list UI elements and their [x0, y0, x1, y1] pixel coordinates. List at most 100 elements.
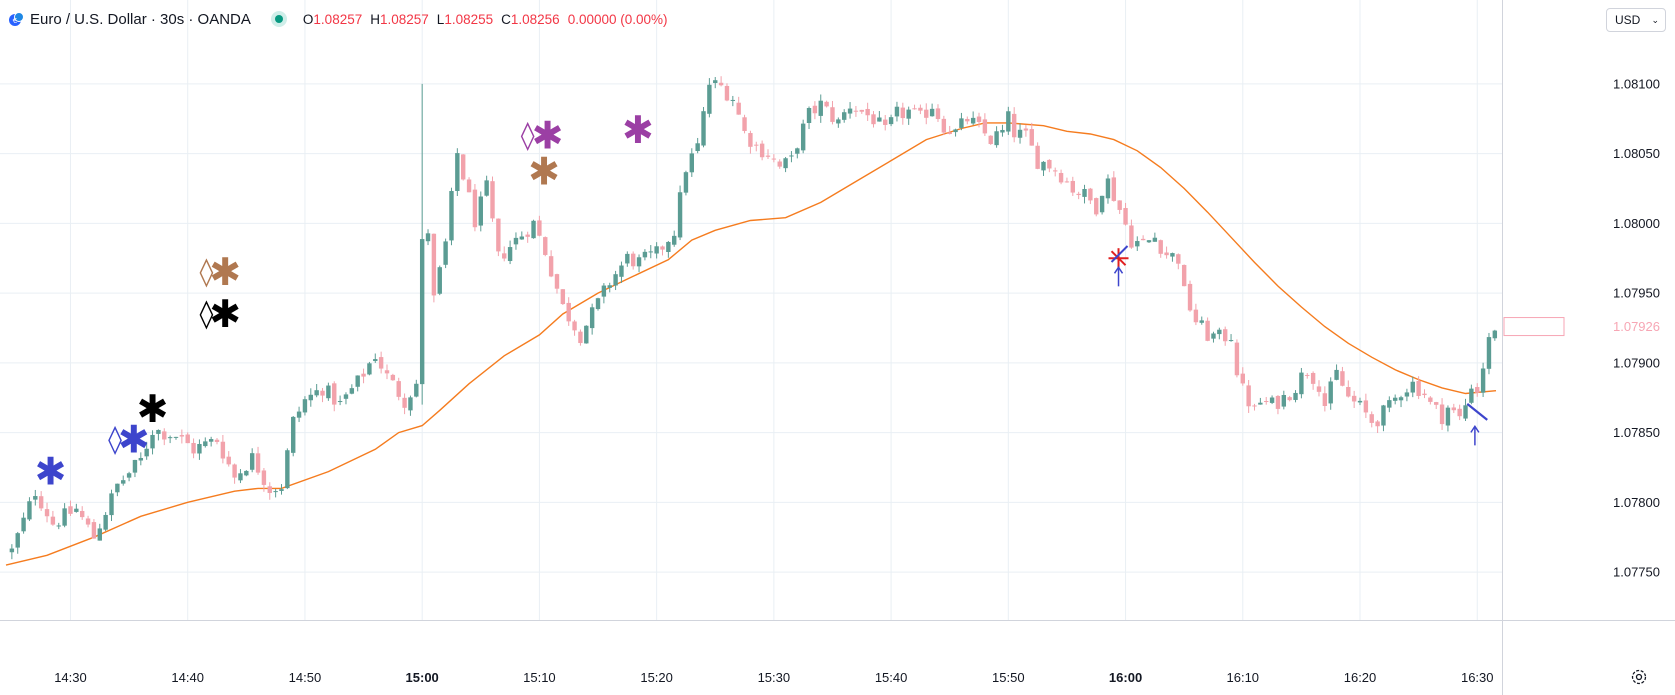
candle-body-up: [373, 359, 378, 362]
asterisk-marker: ✱: [209, 250, 241, 294]
candle-body-up: [1006, 111, 1011, 132]
candle-body-down: [255, 453, 261, 473]
candle-body-down: [1305, 374, 1310, 376]
symbol-legend: € Euro / U.S. Dollar · 30s · OANDA O1.08…: [8, 8, 668, 30]
candle-body-up: [9, 548, 15, 553]
time-tick-label: 15:10: [523, 670, 556, 685]
candle-body-up: [1357, 400, 1363, 403]
time-tick-label: 14:40: [171, 670, 204, 685]
price-tick-label: 1.08050: [1613, 146, 1660, 161]
candle-body-down: [900, 107, 906, 119]
diamond-marker: ◊: [108, 423, 122, 456]
candle-body-down: [560, 289, 566, 305]
diamond-marker: ◊: [521, 118, 535, 151]
symbol-title[interactable]: Euro / U.S. Dollar · 30s · OANDA: [30, 10, 251, 28]
candle-body-down: [765, 155, 771, 157]
candle-body-down: [924, 109, 929, 118]
market-status-icon[interactable]: [270, 11, 287, 27]
candle-body-down: [982, 119, 988, 134]
candle-body-up: [1404, 392, 1410, 397]
candle-body-up: [906, 109, 911, 119]
candle-body-up: [126, 473, 132, 478]
candle-body-up: [847, 108, 853, 114]
candle-body-down: [724, 85, 730, 101]
candle-body-up: [1410, 381, 1415, 393]
candle-body-down: [85, 518, 91, 525]
candle-body-down: [883, 119, 888, 125]
asterisk-marker: ✱: [35, 450, 67, 494]
candle-body-up: [701, 111, 706, 146]
candle-body-down: [1023, 128, 1029, 131]
candle-body-down: [214, 439, 220, 442]
candle-body-up: [795, 148, 800, 154]
candle-body-up: [1281, 394, 1287, 407]
candle-body-up: [1135, 241, 1140, 247]
candle-body-down: [630, 253, 636, 267]
candle-body-down: [1070, 180, 1075, 193]
arrow-up-icon: [1113, 265, 1124, 274]
candle-body-down: [660, 246, 665, 250]
candle-body-down: [466, 179, 472, 193]
candle-body-down: [947, 132, 952, 135]
candle-body-up: [355, 375, 360, 387]
candle-body-down: [918, 107, 923, 111]
candle-body-up: [800, 123, 806, 151]
candle-body-down: [179, 435, 185, 437]
time-tick-label: 15:20: [640, 670, 673, 685]
candle-body-down: [261, 470, 267, 485]
candle-body-down: [718, 82, 724, 86]
candle-body-down: [1422, 393, 1427, 396]
candle-body-down: [1140, 238, 1146, 241]
candle-body-down: [1346, 387, 1351, 397]
candle-body-down: [865, 108, 870, 116]
candle-body-up: [1017, 129, 1023, 138]
candle-body-up: [1105, 178, 1111, 199]
candle-body-up: [437, 267, 442, 294]
candle-body-up: [103, 514, 108, 530]
candle-body-down: [976, 116, 982, 122]
candle-body-up: [619, 265, 624, 277]
candle-body-up: [1480, 368, 1486, 393]
asterisk-marker: ✱: [118, 418, 150, 462]
candle-body-up: [1392, 397, 1398, 401]
candle-body-down: [1047, 159, 1052, 169]
candle-body-down: [754, 144, 759, 146]
candle-body-down: [1322, 393, 1328, 407]
candle-body-down: [1035, 145, 1040, 169]
candle-body-up: [836, 119, 841, 124]
candle-body-down: [1264, 401, 1269, 403]
candle-body-up: [595, 298, 601, 310]
candle-body-down: [1076, 193, 1081, 196]
candle-body-up: [642, 251, 648, 258]
candle-body-down: [525, 234, 530, 237]
candle-body-up: [326, 385, 331, 399]
candle-body-up: [150, 434, 155, 449]
candle-body-up: [425, 233, 431, 242]
close-value: 1.08256: [510, 11, 560, 27]
candle-body-down: [941, 118, 947, 133]
candle-body-up: [507, 247, 513, 262]
price-tick-label: 1.07850: [1613, 425, 1660, 440]
asterisk-marker: ✱: [532, 113, 564, 157]
candle-body-up: [1492, 330, 1498, 339]
candle-body-down: [1222, 329, 1228, 342]
candle-body-up: [56, 525, 61, 527]
gear-icon[interactable]: [1628, 666, 1650, 688]
candle-body-up: [273, 491, 278, 493]
currency-dropdown[interactable]: USD ⌄: [1606, 8, 1666, 32]
candle-body-up: [15, 533, 20, 548]
candle-body-down: [50, 516, 56, 525]
candle-body-up: [115, 483, 120, 493]
candle-body-down: [220, 441, 226, 459]
candle-body-down: [79, 510, 85, 518]
candle-body-up: [337, 401, 343, 403]
candle-body-down: [871, 114, 876, 125]
candle-body-down: [742, 117, 747, 132]
candle-body-up: [1328, 381, 1333, 404]
candle-body-down: [1246, 385, 1251, 407]
candle-body-down: [1064, 181, 1070, 183]
candle-body-down: [1416, 380, 1421, 396]
candle-body-down: [38, 496, 44, 509]
cross-mark: [1110, 250, 1127, 266]
